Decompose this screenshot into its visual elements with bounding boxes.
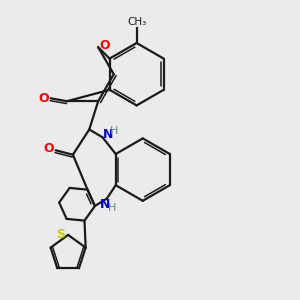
Text: S: S: [56, 228, 65, 242]
Text: H: H: [110, 126, 118, 136]
Text: N: N: [103, 128, 113, 141]
Text: H: H: [108, 203, 116, 213]
Text: O: O: [99, 39, 110, 52]
Text: N: N: [100, 198, 110, 211]
Text: O: O: [39, 92, 50, 105]
Text: O: O: [44, 142, 54, 155]
Text: CH₃: CH₃: [127, 16, 146, 27]
